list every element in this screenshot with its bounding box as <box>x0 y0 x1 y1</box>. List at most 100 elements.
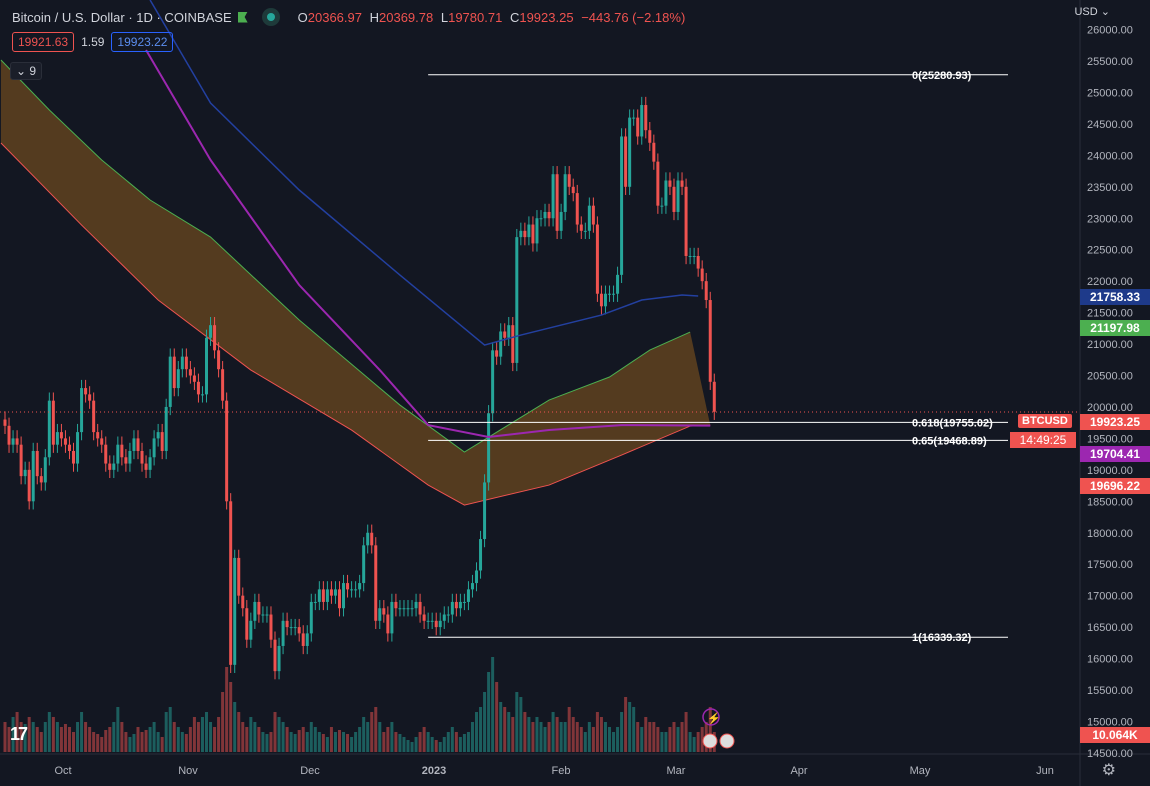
volume-bar <box>692 737 696 752</box>
volume-bar <box>350 737 354 752</box>
symbol-title[interactable]: Bitcoin / U.S. Dollar · 1D · COINBASE <box>12 9 232 25</box>
candle-body <box>63 438 67 445</box>
time-tick-label: May <box>910 765 931 777</box>
volume-bar <box>192 717 196 752</box>
volume-bar <box>51 717 55 752</box>
volume-bar <box>35 727 39 752</box>
price-tick-label: 23000.00 <box>1087 213 1133 225</box>
volume-bar <box>249 717 253 752</box>
volume-bar <box>664 732 668 752</box>
volume-bar <box>668 727 672 752</box>
settings-gear-icon[interactable]: ⚙ <box>1101 762 1116 779</box>
market-status-icon[interactable] <box>261 8 280 26</box>
candle-body <box>168 356 172 407</box>
candle-body <box>233 557 237 665</box>
price-tick-label: 18000.00 <box>1087 528 1133 540</box>
candle-body <box>108 463 112 470</box>
volume-bar <box>39 732 43 752</box>
volume-bar <box>63 724 67 752</box>
volume-bar <box>507 712 511 752</box>
fib-level-label: 1(16339.32) <box>912 632 972 644</box>
candle-body <box>209 325 213 338</box>
buy-button[interactable]: 19923.22 <box>111 32 174 52</box>
symbol-tag: BTCUSD <box>1018 414 1072 428</box>
band-lower-line <box>0 142 711 506</box>
volume-bar <box>575 722 579 752</box>
candle-body <box>547 211 551 219</box>
candle-body <box>265 614 269 616</box>
volume-bar <box>406 740 410 752</box>
currency-selector[interactable]: USD ⌄ <box>1074 6 1110 18</box>
price-tick-label: 17500.00 <box>1087 559 1133 571</box>
candle-body <box>652 142 656 162</box>
volume-bar <box>225 667 229 752</box>
candle-body <box>462 601 466 603</box>
sell-button[interactable]: 19921.63 <box>12 32 75 52</box>
candle-body <box>418 601 422 615</box>
candle-body <box>386 614 390 634</box>
volume-bar <box>112 722 116 752</box>
volume-bar <box>269 732 273 752</box>
volume-bar <box>616 727 620 752</box>
volume-bar <box>88 727 92 752</box>
candle-body <box>350 589 354 591</box>
candle-body <box>680 180 684 187</box>
candle-body <box>43 457 47 483</box>
candle-body <box>346 583 350 590</box>
volume-bar <box>410 742 414 752</box>
tradingview-logo[interactable]: 17 <box>10 724 28 744</box>
volume-bar <box>418 732 422 752</box>
candle-body <box>72 450 76 464</box>
volume-tag: 10.064K <box>1080 727 1150 743</box>
candle-body <box>92 400 96 433</box>
candle-body <box>200 394 204 396</box>
volume-bar <box>55 722 59 752</box>
candle-body <box>491 350 495 414</box>
candle-body <box>257 601 261 615</box>
us-flag-event-icon[interactable] <box>719 733 735 749</box>
volume-bar <box>366 722 370 752</box>
price-axis[interactable]: 26000.00 25500.00 25000.00 24500.00 24000.00… <box>1087 25 1133 760</box>
volume-bar <box>656 727 660 752</box>
candle-body <box>317 589 321 602</box>
candle-body <box>434 620 438 628</box>
candle-body <box>664 180 668 206</box>
candle-body <box>523 230 527 238</box>
volume-bar <box>72 732 76 752</box>
candle-body <box>442 614 446 621</box>
volume-bar <box>487 672 491 752</box>
fib-level-label: 0.618(19755.02) <box>912 417 993 429</box>
volume-bar <box>15 712 19 752</box>
candle-body <box>293 627 297 629</box>
candle-body <box>67 444 71 451</box>
us-flag-event-icon[interactable] <box>702 733 718 749</box>
ma-band <box>0 59 711 506</box>
candle-body <box>511 325 515 363</box>
volume-bar <box>652 722 656 752</box>
lightning-event-icon[interactable] <box>702 708 720 726</box>
volume-bar <box>43 722 47 752</box>
candle-body <box>700 268 704 282</box>
volume-bar <box>301 727 305 752</box>
candle-body <box>466 589 470 602</box>
flag-icon[interactable] <box>237 11 248 23</box>
price-tick-label: 25500.00 <box>1087 56 1133 68</box>
volume-bar <box>245 727 249 752</box>
candle-body <box>112 463 116 470</box>
candle-body <box>104 444 108 464</box>
volume-bar <box>680 722 684 752</box>
volume-bar <box>176 727 180 752</box>
candle-body <box>543 211 547 219</box>
candle-body <box>608 293 611 295</box>
candles <box>3 96 716 680</box>
candle-body <box>337 589 341 609</box>
volume-bar <box>59 727 63 752</box>
volume-bar <box>511 717 515 752</box>
indicators-toggle[interactable]: ⌄ 9 <box>10 62 43 80</box>
price-tick-label: 21500.00 <box>1087 308 1133 320</box>
time-axis[interactable]: Oct Nov Dec 2023 Feb Mar Apr May Jun <box>54 765 1053 777</box>
candle-body <box>454 601 458 609</box>
candle-body <box>527 224 531 238</box>
volume-bar <box>515 692 519 752</box>
